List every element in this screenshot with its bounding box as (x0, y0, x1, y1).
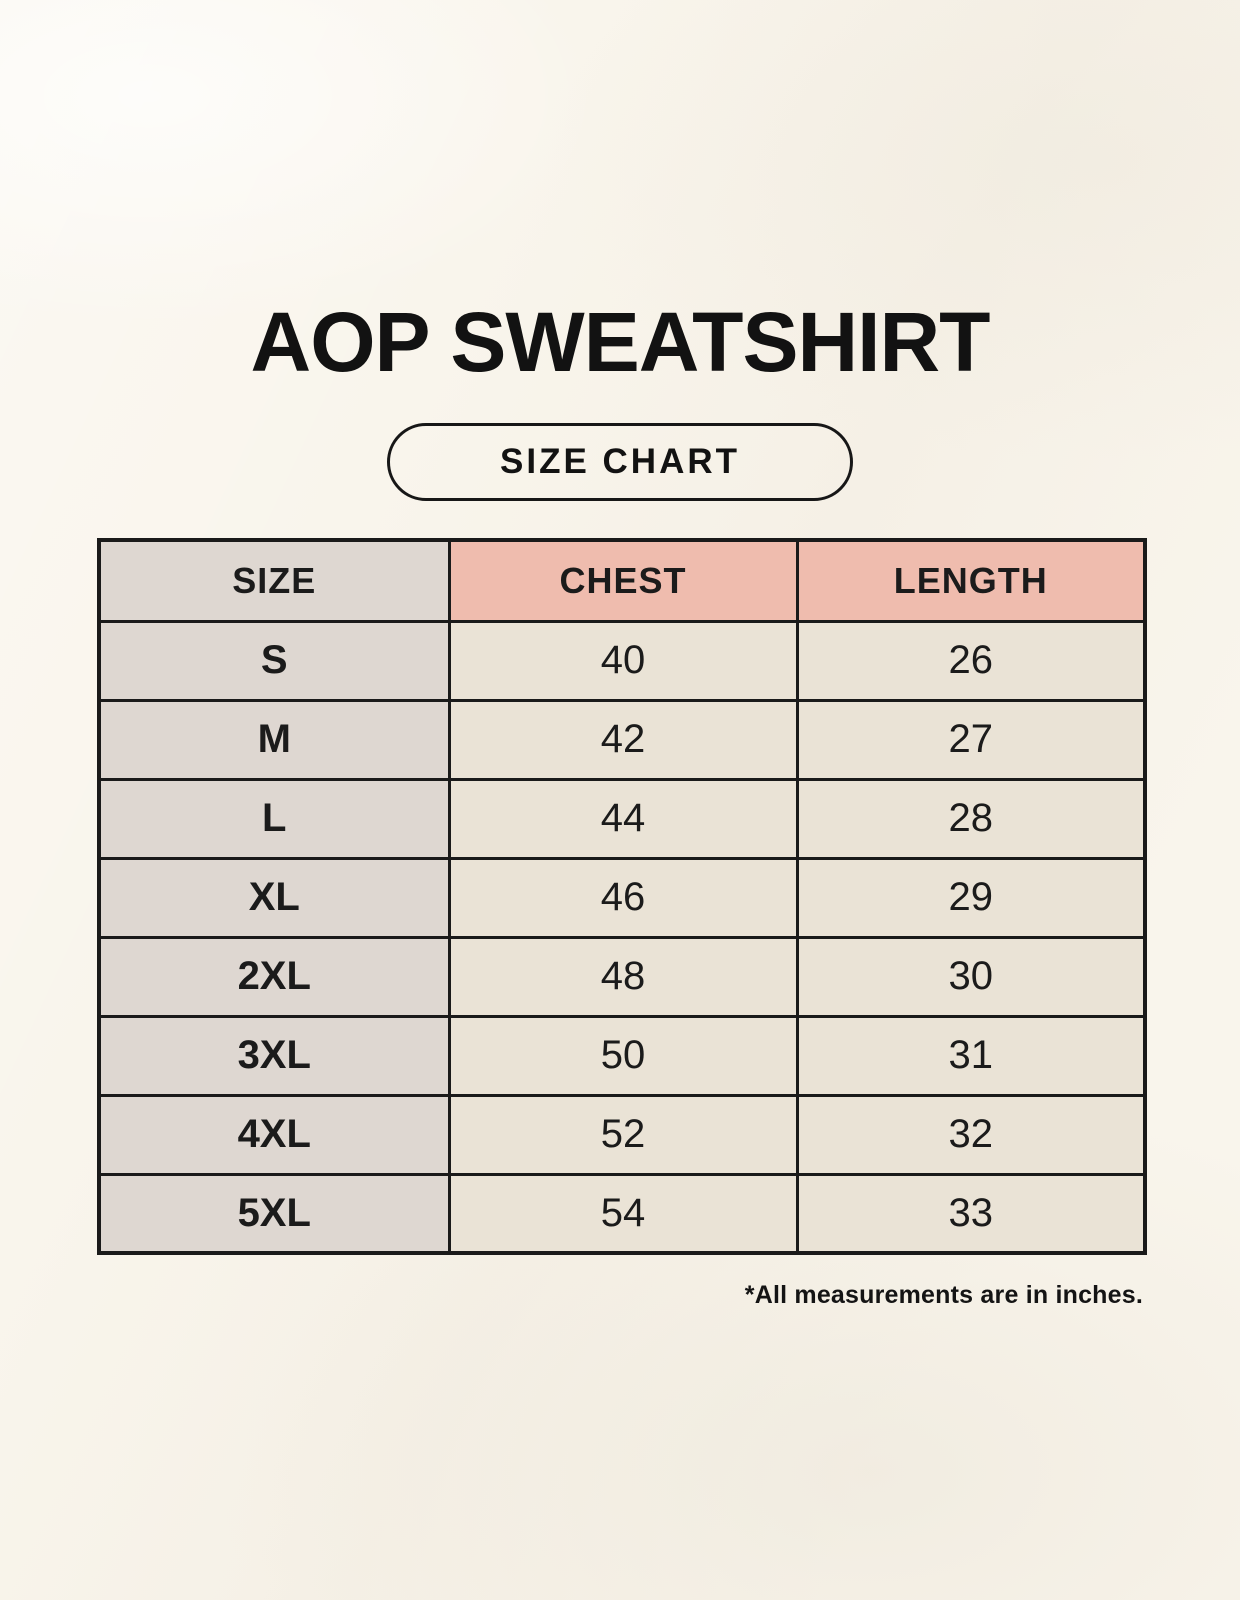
table-header-row: SIZE CHEST LENGTH (97, 538, 1147, 623)
length-cell: 31 (795, 1014, 1147, 1097)
chest-cell: 44 (447, 777, 799, 860)
chest-cell: 48 (447, 935, 799, 1018)
size-cell: 3XL (97, 1014, 451, 1097)
length-cell: 26 (795, 619, 1147, 702)
chest-cell: 54 (447, 1172, 799, 1255)
table-row: XL 46 29 (97, 856, 1147, 939)
column-header-length: LENGTH (795, 538, 1147, 623)
length-cell: 27 (795, 698, 1147, 781)
table-row: 4XL 52 32 (97, 1093, 1147, 1176)
size-cell: 4XL (97, 1093, 451, 1176)
length-cell: 29 (795, 856, 1147, 939)
table-row: S 40 26 (97, 619, 1147, 702)
table-row: 3XL 50 31 (97, 1014, 1147, 1097)
size-chart-badge: SIZE CHART (387, 423, 853, 501)
size-cell: S (97, 619, 451, 702)
chest-cell: 42 (447, 698, 799, 781)
chest-cell: 40 (447, 619, 799, 702)
measurements-footnote: *All measurements are in inches. (744, 1281, 1143, 1309)
chest-cell: 46 (447, 856, 799, 939)
length-cell: 30 (795, 935, 1147, 1018)
size-cell: L (97, 777, 451, 860)
table-body: S 40 26 M 42 27 L 44 28 XL 46 29 2XL 48 30 3XL 50 31 4XL 52… (97, 619, 1147, 1255)
column-header-size: SIZE (97, 538, 451, 623)
length-cell: 33 (795, 1172, 1147, 1255)
size-cell: 5XL (97, 1172, 451, 1255)
size-table: SIZE CHEST LENGTH S 40 26 M 42 27 L 44 28 XL 46 29 2… (97, 538, 1147, 1255)
column-header-chest: CHEST (447, 538, 799, 623)
length-cell: 28 (795, 777, 1147, 860)
size-cell: XL (97, 856, 451, 939)
table-row: 5XL 54 33 (97, 1172, 1147, 1255)
chest-cell: 50 (447, 1014, 799, 1097)
size-cell: M (97, 698, 451, 781)
page-title: AOP SWEATSHIRT (250, 295, 991, 389)
chest-cell: 52 (447, 1093, 799, 1176)
table-row: 2XL 48 30 (97, 935, 1147, 1018)
size-chart-badge-label: SIZE CHART (500, 442, 740, 481)
table-row: L 44 28 (97, 777, 1147, 860)
length-cell: 32 (795, 1093, 1147, 1176)
table-row: M 42 27 (97, 698, 1147, 781)
size-cell: 2XL (97, 935, 451, 1018)
